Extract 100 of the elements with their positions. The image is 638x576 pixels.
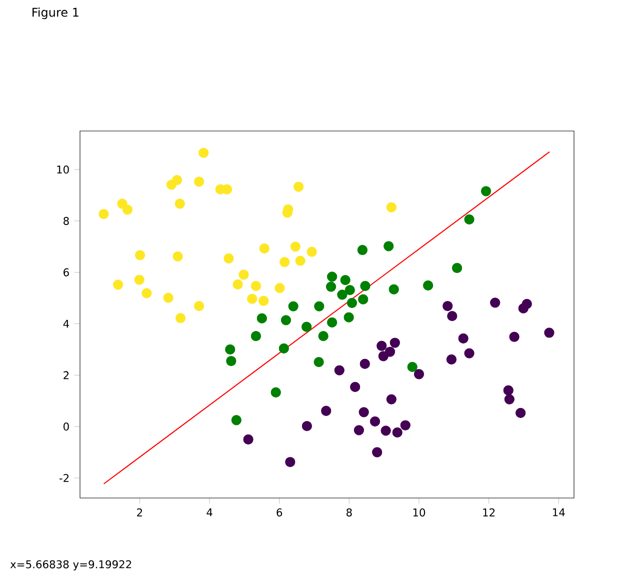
- point: [386, 202, 396, 212]
- point: [344, 312, 354, 322]
- point: [503, 385, 514, 396]
- point: [384, 241, 394, 252]
- point: [134, 250, 146, 260]
- point: [321, 406, 332, 416]
- point: [490, 298, 500, 308]
- x-tick-label: 6: [276, 508, 282, 516]
- point: [98, 208, 109, 220]
- y-tick-label: 6: [64, 268, 69, 276]
- point: [392, 427, 402, 438]
- y-tick-label: 4: [63, 320, 70, 328]
- point: [302, 420, 312, 432]
- point: [318, 331, 328, 342]
- point: [194, 300, 204, 312]
- point: [458, 333, 468, 344]
- point: [516, 408, 526, 418]
- y-tick-label: 8: [64, 216, 69, 225]
- point: [172, 251, 183, 262]
- x-tick-label: 14: [553, 508, 565, 516]
- point: [447, 310, 458, 322]
- point: [280, 257, 290, 268]
- point: [142, 288, 152, 298]
- point: [354, 425, 364, 436]
- point: [327, 272, 338, 282]
- point: [226, 356, 236, 366]
- point: [198, 148, 209, 158]
- point: [231, 415, 242, 426]
- point: [344, 285, 355, 296]
- point: [386, 394, 396, 404]
- point: [423, 280, 434, 291]
- y-tick-label: 2: [64, 371, 69, 380]
- point: [350, 382, 360, 392]
- point: [414, 369, 424, 380]
- point: [302, 322, 312, 332]
- point: [270, 387, 281, 398]
- point: [285, 456, 296, 468]
- point: [256, 313, 267, 324]
- point: [112, 280, 124, 290]
- point: [337, 290, 348, 300]
- point: [380, 426, 391, 436]
- point: [326, 282, 336, 292]
- point: [247, 294, 258, 304]
- point: [358, 294, 368, 304]
- point: [360, 280, 370, 292]
- point: [378, 351, 388, 362]
- point: [407, 362, 418, 372]
- chart-title: Figure 1: [32, 8, 78, 20]
- point: [390, 338, 400, 348]
- point: [357, 244, 368, 256]
- point: [290, 242, 300, 252]
- x-tick-label: 10: [413, 508, 426, 516]
- point: [258, 296, 269, 306]
- point: [259, 243, 270, 254]
- point: [238, 270, 249, 280]
- point: [446, 354, 457, 365]
- x-tick-label: 8: [346, 508, 352, 516]
- x-tick-label: 2: [137, 508, 142, 516]
- point: [388, 284, 399, 294]
- point: [224, 253, 234, 264]
- point: [278, 343, 289, 354]
- point: [452, 262, 462, 274]
- point: [274, 282, 285, 294]
- y-tick-label: 0: [64, 422, 69, 431]
- point: [327, 317, 338, 328]
- point: [340, 274, 350, 286]
- point: [175, 313, 186, 324]
- point: [314, 301, 324, 312]
- point: [400, 420, 410, 430]
- point: [358, 407, 369, 418]
- point: [250, 331, 262, 342]
- point: [122, 204, 133, 215]
- x-tick-label: 12: [483, 508, 495, 516]
- point: [174, 198, 185, 209]
- point: [250, 280, 262, 292]
- point: [288, 301, 298, 312]
- point: [376, 340, 387, 351]
- point: [172, 175, 182, 186]
- y-tick-label: -2: [59, 474, 69, 482]
- point: [464, 348, 474, 358]
- point: [360, 358, 370, 369]
- point: [334, 365, 344, 376]
- point: [194, 176, 204, 187]
- point: [522, 298, 532, 310]
- x-tick-label: 4: [206, 508, 212, 516]
- point: [293, 182, 304, 192]
- text: x=5.66838 y=9.19922: [10, 560, 132, 570]
- point: [134, 274, 144, 285]
- point: [480, 186, 492, 196]
- point: [442, 300, 453, 312]
- point: [295, 256, 306, 266]
- point: [280, 315, 292, 326]
- point: [243, 434, 254, 444]
- point: [306, 246, 317, 257]
- point: [225, 344, 236, 355]
- point: [504, 394, 514, 404]
- point: [163, 292, 174, 303]
- point: [232, 279, 243, 290]
- point: [370, 416, 380, 426]
- point: [464, 214, 474, 224]
